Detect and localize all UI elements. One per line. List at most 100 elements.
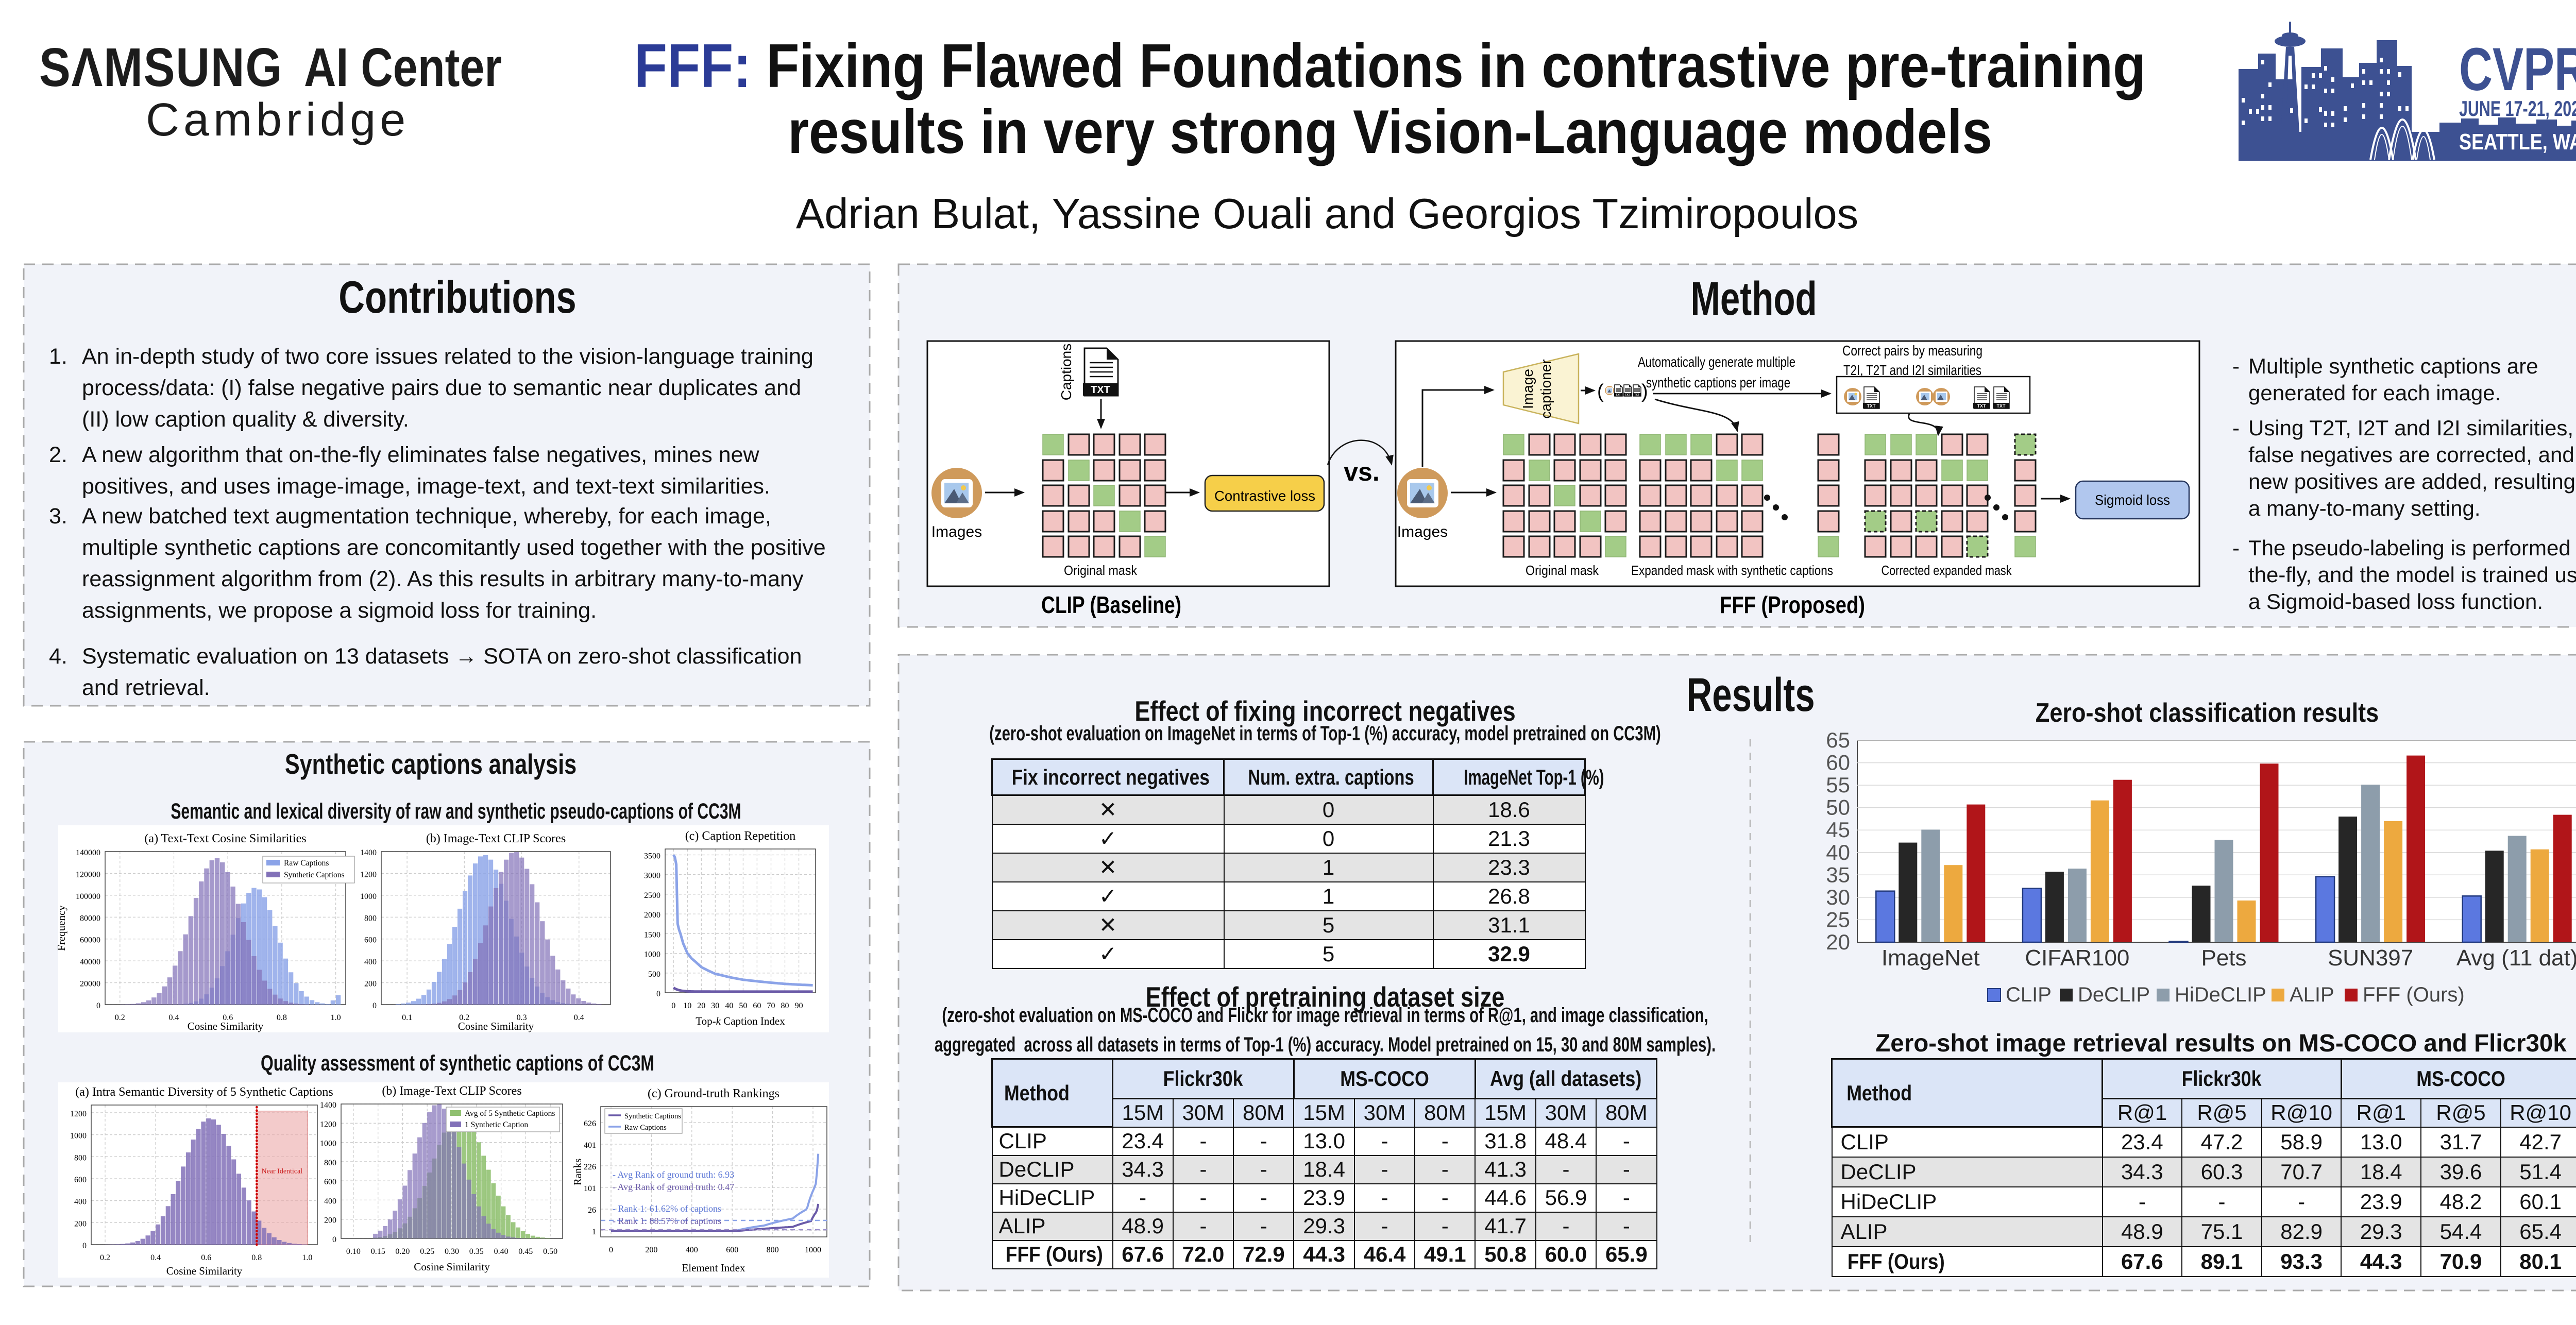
svg-text:(: ( bbox=[1597, 381, 1604, 402]
svg-text:Raw Captions: Raw Captions bbox=[284, 859, 329, 868]
svg-text:Raw Captions: Raw Captions bbox=[624, 1124, 667, 1132]
svg-text:0.2: 0.2 bbox=[115, 1013, 125, 1022]
svg-text:CIFAR100: CIFAR100 bbox=[2025, 945, 2129, 971]
svg-text:CLIP (Baseline): CLIP (Baseline) bbox=[1041, 591, 1181, 618]
svg-text:0.3: 0.3 bbox=[517, 1013, 527, 1022]
svg-text:0.35: 0.35 bbox=[469, 1247, 484, 1256]
svg-text:60: 60 bbox=[1826, 751, 1850, 775]
svg-text:FFF (Proposed): FFF (Proposed) bbox=[1720, 591, 1865, 618]
svg-text:0.50: 0.50 bbox=[543, 1247, 557, 1256]
svg-text:101: 101 bbox=[584, 1184, 596, 1193]
svg-text:1000: 1000 bbox=[644, 950, 660, 959]
svg-text:synthetic captions per image: synthetic captions per image bbox=[1646, 375, 1790, 390]
svg-text:0.6: 0.6 bbox=[201, 1253, 211, 1262]
svg-text:CLIP: CLIP bbox=[2006, 983, 2052, 1006]
svg-text:Synthetic Captions: Synthetic Captions bbox=[624, 1112, 681, 1120]
svg-text:60000: 60000 bbox=[80, 936, 100, 945]
svg-text:1400: 1400 bbox=[360, 848, 377, 857]
svg-text:626: 626 bbox=[584, 1119, 596, 1128]
svg-text:vs.: vs. bbox=[1344, 457, 1380, 486]
svg-text:T2I, T2T and I2I similarities: T2I, T2T and I2I similarities bbox=[1843, 362, 1981, 378]
svg-text:Frequency: Frequency bbox=[57, 905, 67, 951]
svg-text:1000: 1000 bbox=[805, 1246, 821, 1254]
svg-text:1200: 1200 bbox=[320, 1120, 336, 1129]
svg-text:TXT: TXT bbox=[1616, 394, 1620, 397]
svg-text:Captions: Captions bbox=[1058, 344, 1074, 401]
svg-text:800: 800 bbox=[324, 1159, 336, 1167]
svg-text:70: 70 bbox=[767, 1001, 775, 1010]
svg-text:25: 25 bbox=[1826, 907, 1850, 931]
svg-text:800: 800 bbox=[74, 1153, 87, 1162]
svg-text:40: 40 bbox=[725, 1001, 733, 1010]
svg-text:200: 200 bbox=[364, 980, 377, 989]
svg-text:0: 0 bbox=[96, 1001, 100, 1010]
svg-text:FFF (Ours): FFF (Ours) bbox=[2363, 983, 2465, 1006]
svg-text:0: 0 bbox=[372, 1001, 377, 1010]
svg-text:3000: 3000 bbox=[644, 872, 660, 880]
svg-text:Image: Image bbox=[1520, 369, 1536, 409]
svg-text:600: 600 bbox=[324, 1178, 336, 1186]
svg-text:TXT: TXT bbox=[1625, 394, 1630, 397]
svg-text:90: 90 bbox=[795, 1001, 803, 1010]
svg-text:2500: 2500 bbox=[644, 891, 660, 900]
svg-text:1000: 1000 bbox=[70, 1132, 87, 1141]
svg-text:800: 800 bbox=[767, 1246, 779, 1254]
svg-text:(a) Intra Semantic Diversity o: (a) Intra Semantic Diversity of 5 Synthe… bbox=[75, 1085, 333, 1099]
svg-text:0: 0 bbox=[671, 1001, 675, 1010]
svg-text:55: 55 bbox=[1826, 773, 1850, 797]
svg-text:0.4: 0.4 bbox=[150, 1253, 161, 1262]
svg-text:1000: 1000 bbox=[320, 1140, 336, 1148]
svg-text:45: 45 bbox=[1826, 818, 1850, 842]
svg-text:0.4: 0.4 bbox=[574, 1013, 584, 1022]
svg-text:1200: 1200 bbox=[70, 1110, 87, 1118]
svg-text:Correct pairs by measuring: Correct pairs by measuring bbox=[1842, 343, 1982, 359]
svg-text:Top-k Caption Index: Top-k Caption Index bbox=[696, 1015, 785, 1027]
svg-text:Cosine Similarity: Cosine Similarity bbox=[458, 1020, 534, 1032]
svg-text:(a) Text-Text Cosine Similarit: (a) Text-Text Cosine Similarities bbox=[144, 832, 306, 845]
svg-text:400: 400 bbox=[324, 1197, 336, 1205]
svg-text:40: 40 bbox=[1826, 840, 1850, 864]
svg-text:600: 600 bbox=[74, 1176, 87, 1184]
svg-text:226: 226 bbox=[584, 1163, 596, 1171]
svg-text:- Avg Rank of ground truth: 6.: - Avg Rank of ground truth: 6.93 bbox=[613, 1169, 734, 1180]
svg-text:0.8: 0.8 bbox=[251, 1253, 262, 1262]
svg-text:Pets: Pets bbox=[2201, 945, 2246, 971]
svg-text:): ) bbox=[1641, 381, 1648, 402]
svg-text:65: 65 bbox=[1826, 728, 1850, 752]
svg-text:ALIP: ALIP bbox=[2290, 983, 2334, 1006]
svg-text:Images: Images bbox=[931, 523, 982, 540]
svg-text:Images: Images bbox=[1397, 523, 1448, 540]
svg-text:0.30: 0.30 bbox=[445, 1247, 459, 1256]
svg-text:10: 10 bbox=[683, 1001, 691, 1010]
svg-text:1 Synthetic Caption: 1 Synthetic Caption bbox=[465, 1120, 528, 1129]
svg-text:20000: 20000 bbox=[80, 980, 100, 989]
svg-text:0: 0 bbox=[609, 1246, 613, 1254]
svg-text:0.1: 0.1 bbox=[402, 1013, 412, 1022]
svg-text:0.15: 0.15 bbox=[371, 1247, 385, 1256]
svg-text:3500: 3500 bbox=[644, 852, 660, 861]
svg-text:0.2: 0.2 bbox=[100, 1253, 110, 1262]
svg-text:1.0: 1.0 bbox=[302, 1253, 312, 1262]
svg-text:2000: 2000 bbox=[644, 911, 660, 920]
svg-text:captioner: captioner bbox=[1538, 359, 1554, 418]
svg-text:Ranks: Ranks bbox=[571, 1159, 584, 1186]
svg-text:0: 0 bbox=[656, 990, 660, 998]
svg-text:0: 0 bbox=[82, 1242, 87, 1250]
svg-text:0.4: 0.4 bbox=[169, 1013, 179, 1022]
svg-text:- Avg Rank of ground truth: 0.: - Avg Rank of ground truth: 0.47 bbox=[613, 1182, 734, 1192]
svg-text:80: 80 bbox=[781, 1001, 789, 1010]
svg-text:600: 600 bbox=[726, 1246, 738, 1254]
svg-text:0: 0 bbox=[332, 1235, 336, 1244]
svg-text:1.0: 1.0 bbox=[331, 1013, 341, 1022]
svg-text:20: 20 bbox=[697, 1001, 705, 1010]
svg-text:400: 400 bbox=[686, 1246, 698, 1254]
svg-text:TXT: TXT bbox=[1997, 403, 2006, 409]
svg-text:0.45: 0.45 bbox=[518, 1247, 533, 1256]
svg-text:0.8: 0.8 bbox=[277, 1013, 287, 1022]
svg-text:- Rank 1: 88.57% of captions: - Rank 1: 88.57% of captions bbox=[613, 1216, 721, 1226]
svg-text:TXT: TXT bbox=[1977, 403, 1987, 409]
svg-text:Cosine Similarity: Cosine Similarity bbox=[414, 1261, 490, 1273]
svg-text:(b) Image-Text CLIP Scores: (b) Image-Text CLIP Scores bbox=[426, 832, 566, 845]
svg-text:30: 30 bbox=[1826, 885, 1850, 909]
svg-text:600: 600 bbox=[364, 936, 377, 945]
